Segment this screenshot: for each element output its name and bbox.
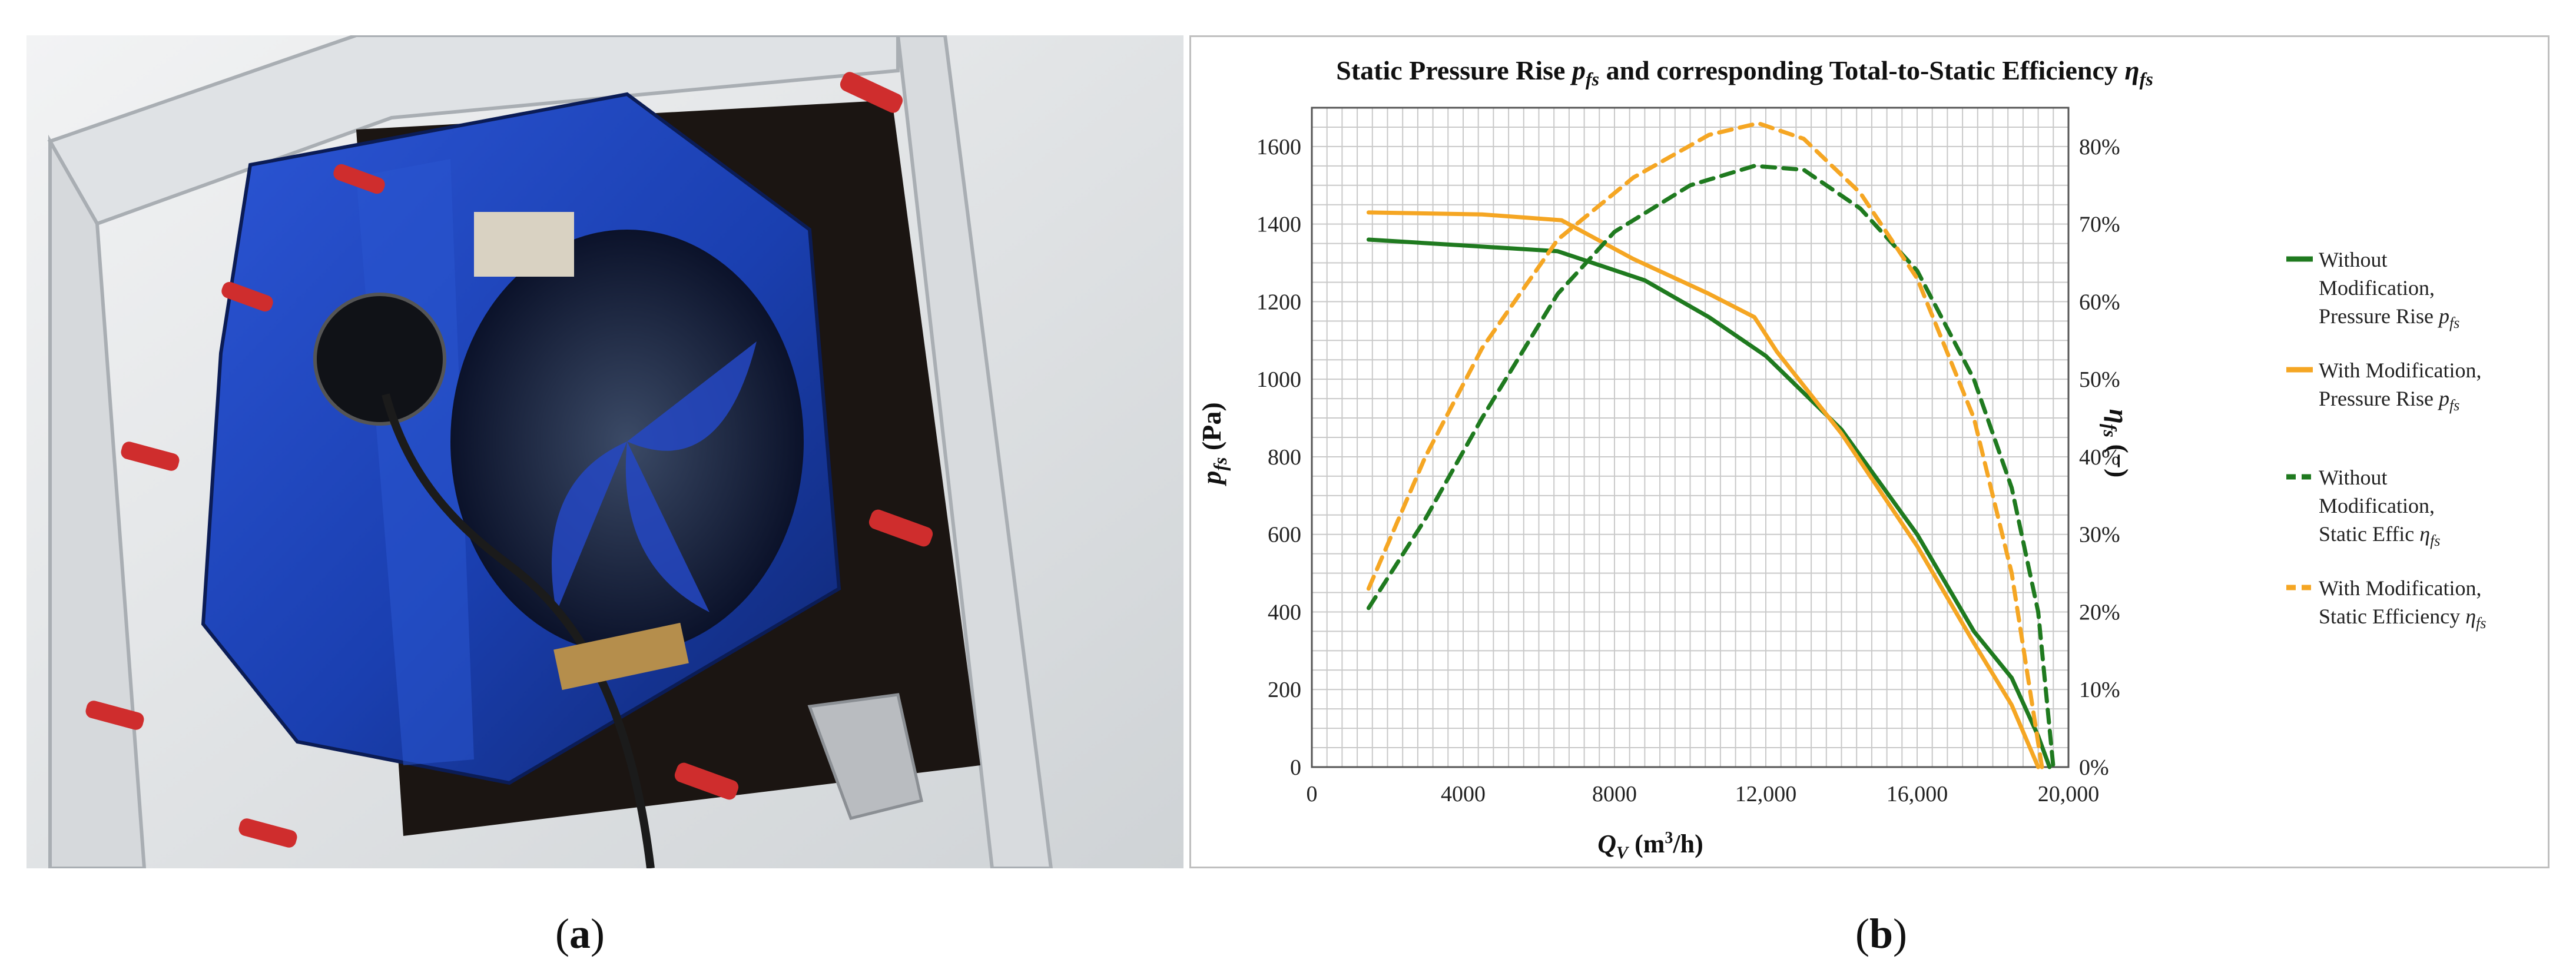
svg-text:With Modification,: With Modification, (2319, 359, 2482, 382)
y2-tick-label: 0% (2079, 755, 2109, 780)
svg-text:Modification,: Modification, (2319, 276, 2435, 300)
axes (1311, 107, 2070, 768)
series-line-3 (1366, 121, 2044, 769)
fan-test-rig-photo (26, 35, 1183, 868)
y2-tick-label: 10% (2079, 678, 2120, 702)
frame-left (48, 134, 147, 868)
y-axis-label: pfs (Pa) (1196, 402, 1231, 486)
series-line-2 (1366, 164, 2056, 769)
clamps (85, 72, 933, 848)
x-tick-label: 0 (1307, 782, 1318, 807)
svg-text:Pressure Rise pfs: Pressure Rise pfs (2319, 387, 2459, 414)
y-tick-label: 1600 (1256, 135, 1301, 160)
tick-labels: 0 4000 8000 12,000 16,000 20,000 0 200 400 600 800… (1256, 135, 2120, 807)
power-cable (382, 393, 655, 868)
frame-right (896, 35, 1053, 868)
y-tick-label: 800 (1268, 445, 1301, 470)
y2-tick-label: 60% (2079, 290, 2120, 314)
svg-text:With Modification,: With Modification, (2319, 576, 2482, 600)
series-line-0 (1366, 237, 2052, 769)
legend: Without Modification, Pressure Rise pfs … (2286, 248, 2486, 632)
warning-label (474, 212, 574, 277)
y2-tick-label: 70% (2079, 213, 2120, 237)
y-tick-label: 200 (1268, 678, 1301, 702)
y2-tick-label: 20% (2079, 600, 2120, 625)
plot-frame (1311, 107, 2070, 768)
x-tick-label: 12,000 (1735, 782, 1797, 807)
grid (1311, 107, 2069, 768)
y-tick-label: 0 (1290, 755, 1301, 780)
svg-text:Modification,: Modification, (2319, 494, 2435, 517)
caption-a: (a) (555, 910, 605, 957)
svg-text:Without: Without (2319, 248, 2388, 271)
chart-title: Static Pressure Rise pfs and correspondi… (1336, 55, 2153, 89)
tape (553, 622, 689, 691)
pressure-efficiency-chart: Static Pressure Rise pfs and correspondi… (1196, 55, 2486, 862)
svg-text:Static Efficiency ηfs: Static Efficiency ηfs (2319, 605, 2486, 632)
svg-text:Pressure Rise pfs: Pressure Rise pfs (2319, 304, 2459, 331)
legend-item-without-pressure: Without Modification, Pressure Rise pfs (2286, 248, 2459, 331)
legend-item-with-efficiency: With Modification, Static Efficiency ηfs (2286, 576, 2486, 632)
series (1366, 121, 2056, 769)
y-tick-label: 600 (1268, 523, 1301, 547)
y-tick-label: 1000 (1256, 367, 1301, 392)
y2-axis-label: ηfs (−) (2100, 409, 2134, 478)
legend-item-without-efficiency: Without Modification, Static Effic ηfs (2286, 466, 2440, 549)
y-tick-label: 1400 (1256, 213, 1301, 237)
x-tick-label: 16,000 (1887, 782, 1948, 807)
x-tick-label: 4000 (1441, 782, 1486, 807)
fan-blades (552, 341, 757, 612)
svg-text:Without: Without (2319, 466, 2388, 489)
chart-panel: Static Pressure Rise pfs and correspondi… (1189, 35, 2550, 868)
y2-tick-label: 50% (2079, 367, 2120, 392)
y2-tick-label: 30% (2079, 523, 2120, 547)
legend-item-with-pressure: With Modification, Pressure Rise pfs (2286, 359, 2482, 414)
bracket (807, 693, 923, 820)
y2-tick-label: 80% (2079, 135, 2120, 160)
y2-tick-label: 40% (2079, 445, 2120, 470)
series-line-1 (1366, 210, 2041, 769)
motor (313, 293, 446, 426)
y-tick-label: 1200 (1256, 290, 1301, 314)
caption-b: (b) (1855, 910, 1908, 957)
y-tick-label: 400 (1268, 600, 1301, 625)
x-tick-label: 8000 (1592, 782, 1637, 807)
x-tick-label: 20,000 (2038, 782, 2100, 807)
svg-text:Static Effic ηfs: Static Effic ηfs (2319, 522, 2440, 549)
x-axis-label: QV (m3/h) (1597, 829, 1703, 862)
